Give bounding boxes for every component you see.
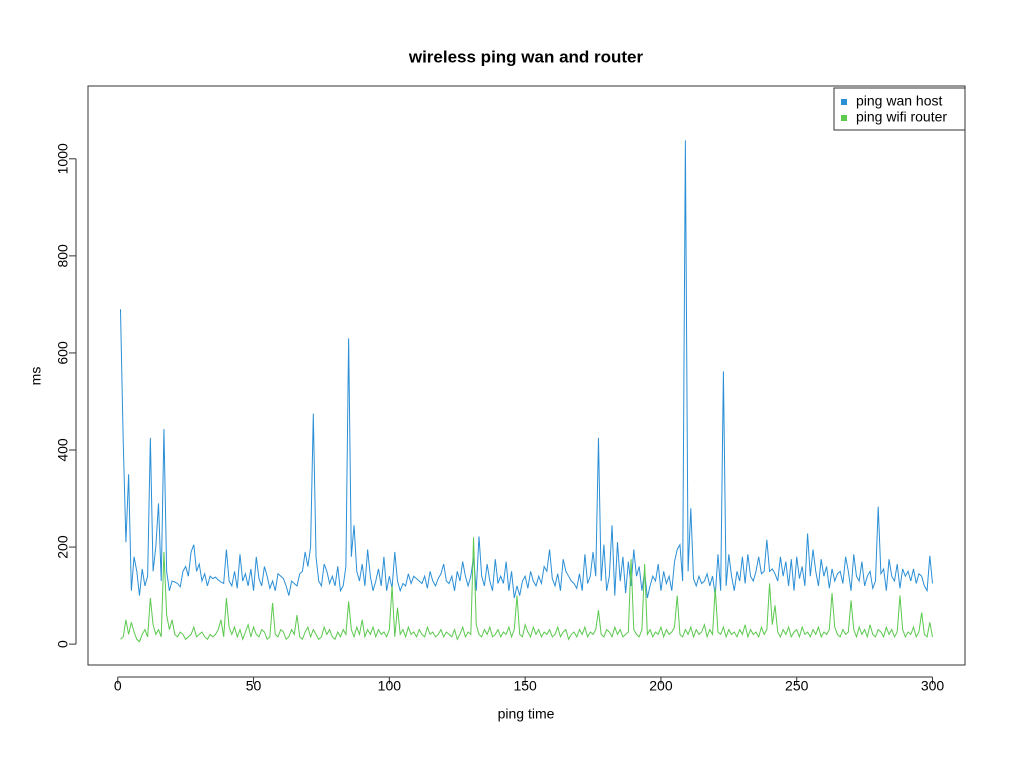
legend-swatch [841,115,847,121]
y-tick-label: 800 [55,244,71,268]
y-tick-label: 600 [55,341,71,365]
legend-label: ping wifi router [856,109,947,125]
y-tick-label: 200 [55,535,71,559]
plot-frame [87,85,966,666]
x-tick-label: 50 [246,678,262,694]
legend-label: ping wan host [856,93,943,109]
x-tick-label: 100 [378,678,402,694]
x-tick-label: 0 [114,678,122,694]
x-tick-label: 150 [513,678,537,694]
legend-box [833,87,966,131]
chart-title: wireless ping wan and router [408,47,644,66]
x-tick-label: 300 [921,678,945,694]
series-line [120,537,934,643]
y-tick-label: 0 [55,640,71,648]
legend-swatch [841,99,847,105]
y-tick-label: 400 [55,438,71,462]
series-line [119,140,934,599]
x-tick-label: 250 [785,678,809,694]
x-axis-label: ping time [498,706,555,722]
x-tick-label: 200 [649,678,673,694]
y-tick-label: 1000 [55,143,71,174]
y-axis-label: ms [28,367,44,386]
